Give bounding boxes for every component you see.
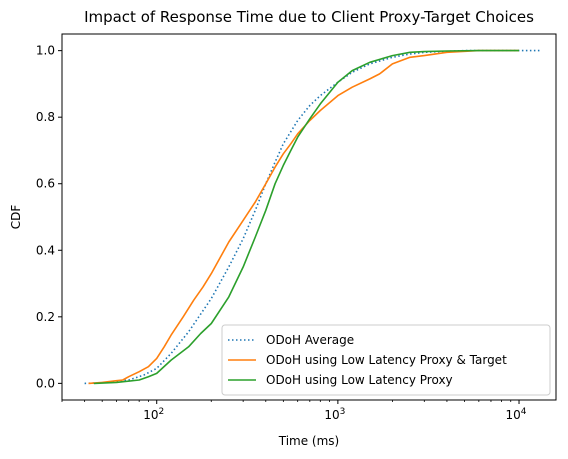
x-tick-label: 104: [506, 407, 527, 422]
y-tick-label: 0.6: [36, 177, 55, 191]
series-line-1: [84, 49, 540, 385]
series-lines: [84, 49, 540, 385]
series-line-3: [93, 49, 519, 385]
x-tick-label: 103: [324, 407, 345, 422]
y-tick-label: 0.4: [36, 243, 55, 257]
y-tick-label: 0.0: [36, 376, 55, 390]
legend-label: ODoH Average: [266, 333, 354, 347]
legend-label: ODoH using Low Latency Proxy & Target: [266, 353, 507, 367]
legend-box: [221, 324, 551, 396]
x-axis-label: Time (ms): [278, 434, 340, 448]
legend-label: ODoH using Low Latency Proxy: [266, 373, 453, 387]
plot-frame: [61, 33, 557, 401]
legend: ODoH Average ODoH using Low Latency Proxy…: [221, 324, 551, 396]
chart-title: Impact of Response Time due to Client Pr…: [84, 8, 534, 26]
y-tick-label: 0.8: [36, 110, 55, 124]
y-axis: 0.0 0.2 0.4 0.6 0.8 1.0: [36, 44, 62, 390]
series-line-2: [88, 49, 519, 385]
x-tick-label: 102: [143, 407, 164, 422]
y-axis-label: CDF: [9, 205, 23, 230]
y-tick-label: 0.2: [36, 310, 55, 324]
y-tick-label: 1.0: [36, 44, 55, 58]
x-axis: 102 103 104: [61, 400, 527, 422]
